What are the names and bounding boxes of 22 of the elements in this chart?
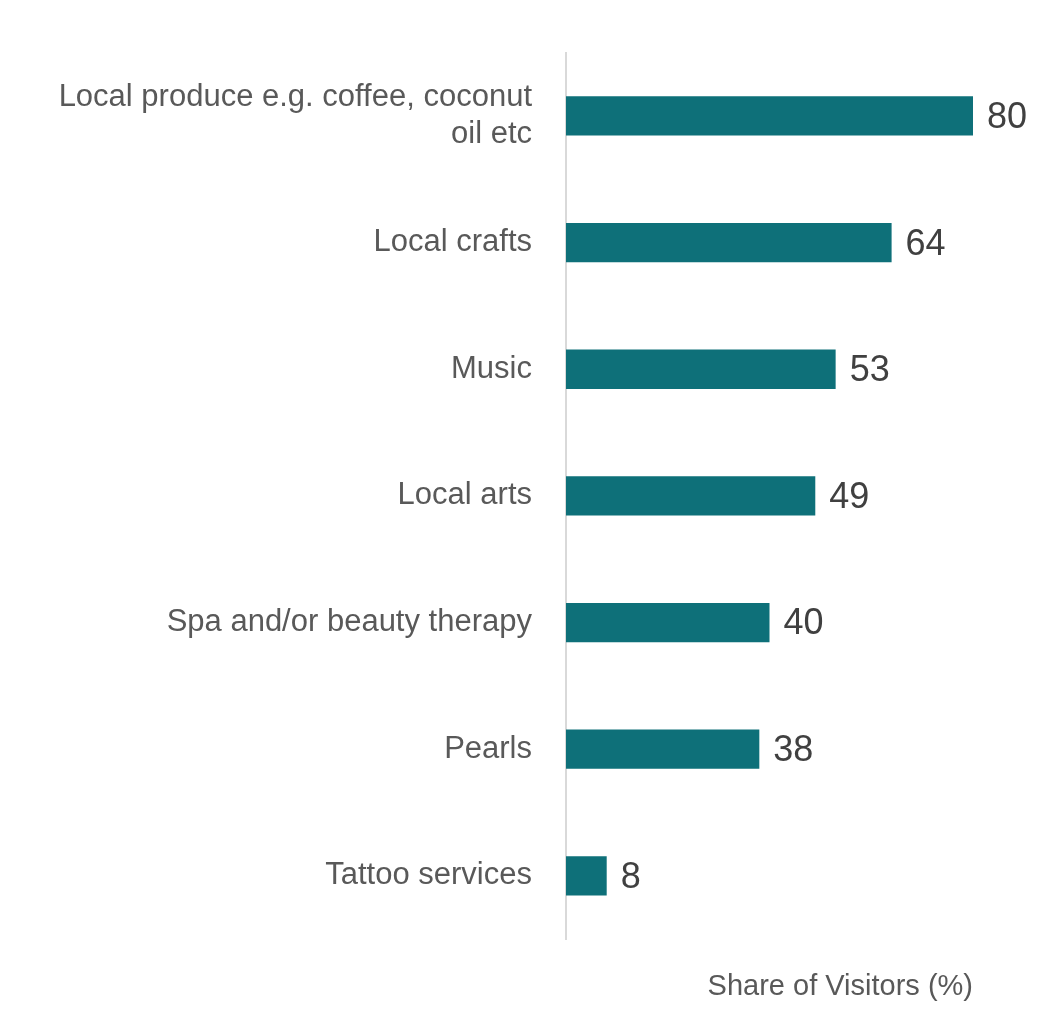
y-tick-label: Music [451,349,532,385]
data-label: 40 [783,601,824,643]
data-label: 8 [620,854,641,896]
data-label: 53 [849,348,890,390]
y-tick-label: Tattoo services [325,856,532,892]
bar [566,476,816,516]
y-tick-label: Pearls [444,729,532,765]
data-label: 80 [987,94,1028,136]
bar [566,729,760,769]
x-axis-title: Share of Visitors (%) [707,968,973,1001]
y-tick-label: Local produce e.g. coffee, coconut oil etc [58,77,533,151]
data-label: 38 [773,728,814,770]
bar [566,222,892,263]
y-tick-label: Local crafts [373,223,532,259]
bar [566,96,973,136]
bar [566,349,836,389]
y-tick-label: Local arts [397,476,532,512]
data-label: 64 [905,221,946,263]
bar [566,856,607,896]
bar [566,602,770,643]
data-label: 49 [829,474,870,516]
y-tick-label: Spa and/or beauty therapy [166,603,533,639]
